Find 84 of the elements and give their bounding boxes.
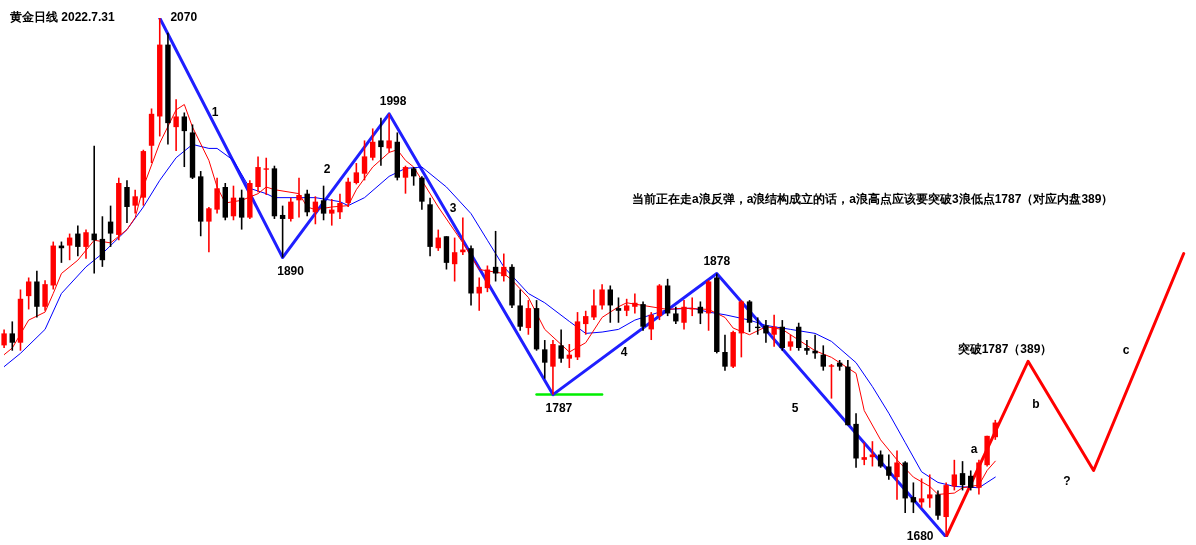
- candlestick: [410, 166, 417, 187]
- candlestick: [345, 176, 351, 208]
- annotation: 4: [620, 345, 628, 360]
- candlestick: [99, 215, 106, 268]
- candlestick: [501, 252, 507, 283]
- candlestick: [722, 333, 728, 372]
- candlestick: [337, 192, 343, 220]
- data-label: 1890: [277, 263, 305, 278]
- candlestick: [378, 117, 384, 167]
- candlestick: [886, 453, 892, 481]
- candlestick: [771, 313, 777, 348]
- annotation: 3: [449, 201, 457, 216]
- candlestick: [42, 279, 48, 312]
- candlestick: [779, 319, 786, 352]
- candlestick: [959, 460, 966, 492]
- candlestick: [255, 155, 261, 194]
- candlestick: [181, 111, 188, 168]
- candlestick: [75, 224, 81, 258]
- candlestick: [279, 204, 286, 259]
- chart-title: 黄金日线 2022.7.31: [9, 10, 116, 25]
- candlestick: [124, 179, 130, 224]
- candlestick: [615, 296, 622, 324]
- annotation: 当前正在走a浪反弹，a浪结构成立的话，a浪高点应该要突破3浪低点1787（对应内盘389）: [632, 192, 1114, 207]
- annotation: 5: [791, 401, 799, 416]
- candlestick: [746, 299, 753, 333]
- candlestick: [951, 459, 958, 492]
- candlestick: [607, 284, 613, 324]
- candlestick: [320, 184, 327, 222]
- candlestick: [107, 204, 114, 248]
- candlestick: [263, 156, 269, 196]
- candlestick: [370, 127, 376, 162]
- candlestick: [206, 206, 212, 254]
- candlestick: [763, 319, 769, 344]
- candlestick: [66, 232, 73, 261]
- candlestick: [599, 283, 605, 311]
- candlestick: [9, 320, 15, 352]
- candlestick: [869, 440, 876, 468]
- candlestick: [640, 300, 646, 332]
- candlestick: [591, 288, 597, 321]
- candlestick: [353, 162, 360, 186]
- candlestick: [1, 328, 7, 349]
- candlestick: [132, 188, 138, 215]
- candlestick: [492, 230, 499, 283]
- annotation: 1: [211, 105, 219, 120]
- annotation: 突破1787（389）: [956, 342, 1053, 357]
- candlestick: [558, 328, 564, 364]
- annotation: b: [1032, 397, 1040, 412]
- annotation: ?: [1063, 474, 1071, 489]
- candlestick: [296, 176, 302, 219]
- annotation: a: [970, 442, 978, 457]
- candlestick: [796, 321, 802, 352]
- candlestick: [25, 276, 32, 311]
- candlestick: [517, 288, 523, 332]
- candlestick: [968, 469, 974, 492]
- candlestick: [451, 236, 458, 283]
- data-label: 1998: [379, 94, 407, 109]
- candlestick: [542, 339, 548, 380]
- candlestick: [820, 344, 826, 372]
- candlestick: [681, 299, 687, 331]
- candlestick: [935, 489, 941, 521]
- candlestick: [214, 176, 220, 215]
- candlestick: [566, 343, 573, 369]
- candlestick: [550, 339, 556, 396]
- candlestick: [329, 198, 335, 227]
- candlestick: [583, 309, 589, 336]
- candlestick: [288, 196, 294, 223]
- candlestick: [386, 113, 392, 154]
- candlestick: [83, 228, 89, 260]
- data-label: 1680: [906, 529, 934, 544]
- candlestick: [525, 299, 532, 336]
- candlestick: [632, 292, 638, 315]
- data-label: 1878: [703, 253, 731, 268]
- candlestick: [804, 339, 810, 356]
- candlestick: [828, 363, 835, 400]
- candlestick: [238, 188, 245, 231]
- data-label: 1787: [545, 400, 573, 415]
- candlestick: [304, 188, 310, 218]
- candlestick: [402, 164, 409, 195]
- candlestick: [861, 441, 867, 466]
- candlestick: [419, 175, 425, 211]
- data-label: 2070: [170, 10, 198, 25]
- candlestick: [361, 139, 368, 182]
- annotation: c: [1122, 343, 1130, 358]
- annotation: 2: [323, 162, 331, 177]
